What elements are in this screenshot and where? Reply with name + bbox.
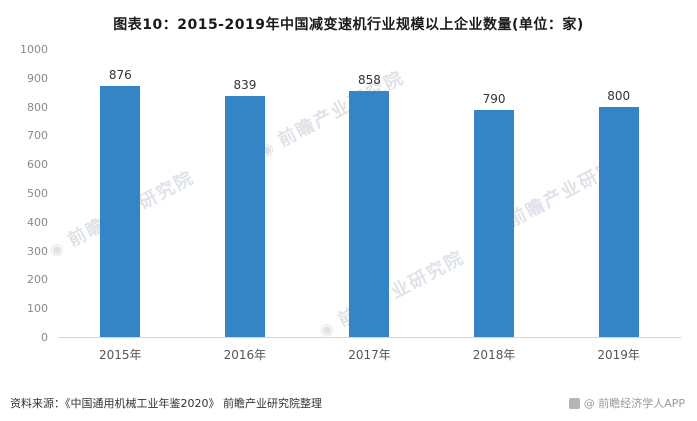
x-axis-label: 2019年: [597, 347, 640, 362]
y-axis: 1000 900 800 700 600 500 400 300 200 100 0: [10, 43, 56, 344]
credit: @ 前瞻经济学人APP: [568, 395, 685, 411]
bar-value-label: 800: [607, 89, 631, 104]
footer: 资料来源：《中国通用机械工业年鉴2020》 前瞻产业研究院整理 @ 前瞻经济学人…: [10, 395, 685, 411]
y-tick-label: 300: [27, 244, 48, 258]
y-tick-label: 0: [41, 331, 48, 344]
qianzhan-app-logo-icon: [568, 397, 580, 409]
y-tick-label: 100: [27, 302, 48, 316]
bar: [100, 85, 141, 337]
y-tick-label: 200: [27, 273, 48, 287]
bar-slot: 790: [432, 50, 557, 337]
x-axis-label: 2017年: [348, 347, 391, 362]
plot-area: 876 839 858 790 800: [58, 50, 681, 338]
bar-value-label: 876: [108, 67, 132, 82]
x-axis-label: 2015年: [99, 347, 142, 362]
bar-value-label: 790: [482, 92, 506, 107]
bar-slot: 858: [307, 50, 432, 337]
x-axis: 2015年 2016年 2017年 2018年 2019年: [58, 342, 681, 366]
bar: [224, 96, 265, 337]
y-tick-label: 800: [27, 100, 48, 114]
bar-slot: 839: [183, 50, 308, 337]
bar: [474, 110, 515, 337]
bar-value-label: 839: [233, 78, 257, 93]
credit-text: @ 前瞻经济学人APP: [583, 397, 685, 410]
bar: [349, 90, 390, 337]
y-tick-label: 600: [27, 158, 48, 172]
y-tick-label: 1000: [20, 43, 48, 56]
y-tick-label: 700: [27, 129, 48, 143]
bar: [598, 107, 639, 337]
chart-title: 图表10：2015-2019年中国减变速机行业规模以上企业数量(单位：家): [113, 17, 584, 33]
x-axis-label: 2016年: [223, 347, 267, 362]
bar-slot: 800: [556, 50, 681, 337]
x-axis-label: 2018年: [472, 347, 516, 362]
bar-slot: 876: [58, 50, 183, 337]
bar-value-label: 858: [358, 72, 381, 87]
chart-area: 前瞻产业研究院 前瞻产业研究院 前瞻产业研究院 前瞻产业研究院 10009008…: [10, 43, 687, 366]
y-tick-label: 900: [27, 71, 48, 85]
y-tick-label: 400: [27, 215, 48, 229]
y-tick-label: 500: [27, 187, 48, 200]
source-note: 资料来源：《中国通用机械工业年鉴2020》 前瞻产业研究院整理: [10, 397, 322, 410]
